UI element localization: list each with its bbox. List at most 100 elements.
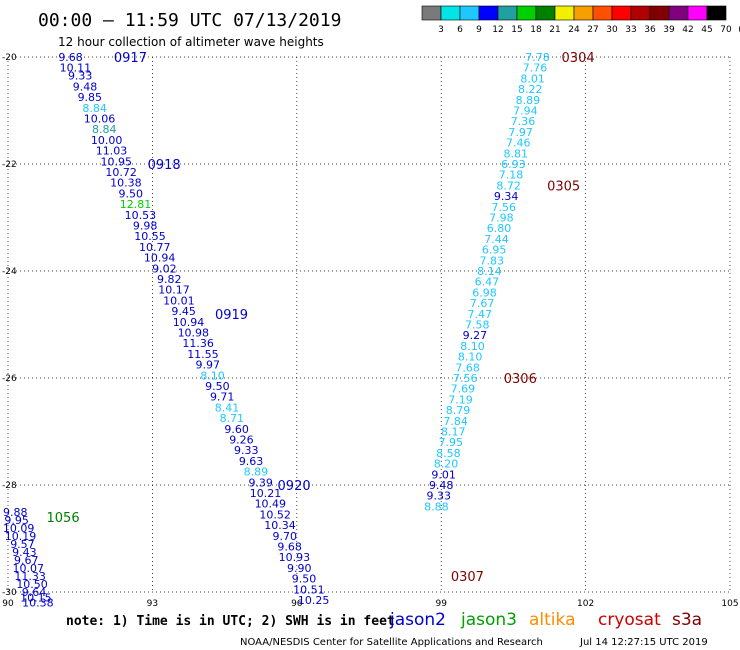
data-points: 9.6810.119.339.489.858.8410.068.8410.001… [3, 51, 550, 610]
scale-swatch [535, 5, 556, 21]
scale-label: 21 [549, 25, 560, 35]
x-tick-label: 96 [291, 599, 303, 609]
chart-title: 00:00 – 11:59 UTC 07/13/2019 [38, 10, 341, 31]
data-label-jason2: 10.94 [173, 316, 205, 329]
scale-swatch [497, 5, 518, 21]
data-label-s3a: 8.88 [424, 500, 449, 513]
data-label-jason2: 8.84 [82, 102, 107, 115]
data-label-s3a: 8.58 [436, 447, 461, 460]
pass-time-label: 0306 [504, 372, 537, 387]
data-label-s3a: 9.33 [427, 490, 452, 503]
scale-swatch [421, 5, 442, 21]
data-label-s3a: 8.79 [446, 404, 471, 417]
data-label-jason2: 9.85 [78, 91, 103, 104]
scale-swatch [630, 5, 651, 21]
scale-swatch [516, 5, 537, 21]
data-label-s3a: 7.46 [506, 137, 531, 150]
pass-time-label: 0920 [278, 479, 311, 494]
data-label-jason2: 9.33 [68, 70, 93, 83]
data-label-jason2: 9.97 [196, 359, 221, 372]
data-label-jason2: 10.34 [264, 519, 296, 532]
data-label-s3a: 7.94 [513, 105, 538, 118]
data-label-s3a: 8.72 [496, 179, 521, 192]
data-label-s3a: 6.80 [487, 222, 512, 235]
data-label-s3a: 7.83 [479, 254, 504, 267]
data-label-jason3: 11.33 [14, 570, 46, 583]
data-label-s3a: 7.44 [484, 233, 509, 246]
footer-credit: NOAA/NESDIS Center for Satellite Applica… [240, 637, 543, 648]
scale-label: 18 [530, 25, 542, 35]
pass-time-label: 0918 [148, 158, 181, 173]
data-label-s3a: 7.69 [451, 383, 476, 396]
scale-swatch [440, 5, 461, 21]
x-tick-label: 90 [2, 599, 14, 609]
data-label-jason2: 10.55 [134, 230, 166, 243]
data-label-s3a: 7.98 [489, 212, 514, 225]
chart-grid [7, 56, 731, 593]
x-tick-label: 105 [721, 599, 738, 609]
data-label-jason2: 10.77 [139, 241, 171, 254]
data-label-jason2: 9.82 [157, 273, 182, 286]
data-label-s3a: 9.01 [431, 468, 456, 481]
y-tick-label: -22 [2, 160, 17, 170]
scale-label: 42 [682, 25, 693, 35]
scale-label: 33 [625, 25, 636, 35]
data-label-jason2: 9.90 [287, 562, 312, 575]
legend-item-cryosat: cryosat [598, 610, 661, 630]
scale-label: 15 [511, 25, 522, 35]
scale-label: 36 [644, 25, 656, 35]
data-label-s3a: 6.93 [501, 158, 526, 171]
data-label-s3a: 8.17 [441, 426, 466, 439]
data-label-s3a: 8.81 [504, 147, 529, 160]
scale-label: (ft) [738, 25, 740, 35]
x-tick-label: 93 [147, 599, 158, 609]
scale-swatch [573, 5, 594, 21]
data-label-s3a: 8.89 [516, 94, 541, 107]
legend-item-altika: altika [529, 610, 576, 630]
data-label-jason2: 10.25 [298, 594, 330, 607]
data-label-s3a: 8.14 [477, 265, 502, 278]
satellite-legend: jason2 jason3 altika cryosat s3a [389, 610, 702, 630]
pass-time-label: 1056 [47, 511, 80, 526]
data-label-jason2: 9.50 [292, 573, 317, 586]
data-label-jason3: 10.19 [5, 530, 37, 543]
scale-label: 45 [701, 25, 712, 35]
data-label-jason2: 10.51 [293, 583, 325, 596]
data-label-s3a: 7.84 [443, 415, 468, 428]
data-label-jason2: 8.10 [200, 369, 225, 382]
pass-time-label: 0919 [215, 308, 248, 323]
data-label-jason2: 9.63 [239, 455, 264, 468]
data-label-jason2: 10.72 [105, 166, 137, 179]
data-label-s3a: 9.34 [494, 190, 519, 203]
y-tick-label: -30 [2, 588, 17, 598]
scale-swatch [592, 5, 613, 21]
data-label-jason2: 11.55 [187, 348, 219, 361]
scale-label: 27 [587, 25, 598, 35]
data-label-jason3: 10.50 [16, 578, 48, 591]
footer-note: note: 1) Time is in UTC; 2) SWH is in fe… [66, 614, 395, 629]
pass-time-label: 0304 [562, 51, 595, 66]
data-label-jason2: 10.11 [60, 62, 92, 75]
scale-label: 9 [476, 25, 482, 35]
scale-swatch [687, 5, 708, 21]
data-label-jason2: 9.02 [152, 262, 177, 275]
y-tick-label: -24 [2, 267, 17, 277]
x-tick-label: 102 [577, 599, 594, 609]
data-label-jason2: 9.68 [277, 541, 302, 554]
data-label-jason3: 10.09 [3, 522, 35, 535]
scale-swatch [706, 5, 727, 21]
data-label-s3a: 9.27 [463, 329, 488, 342]
data-label-jason2: 9.50 [118, 187, 143, 200]
data-label-s3a: 8.20 [434, 458, 459, 471]
scale-swatch [649, 5, 670, 21]
data-label-s3a: 7.36 [511, 115, 536, 128]
pass-time-label: 0917 [114, 51, 147, 66]
data-label-jason2: 9.70 [273, 530, 298, 543]
data-label-s3a: 7.97 [508, 126, 533, 139]
data-label-jason2: 11.36 [182, 337, 214, 350]
data-label-s3a: 7.76 [523, 62, 548, 75]
data-label-jason2: 8.71 [220, 412, 245, 425]
